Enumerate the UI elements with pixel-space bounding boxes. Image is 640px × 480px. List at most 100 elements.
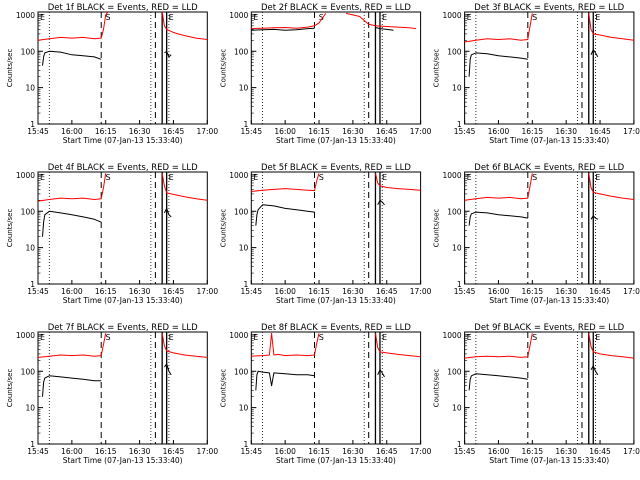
flag-label: E <box>169 173 174 182</box>
flag-label: E <box>253 333 258 342</box>
panel-8f: Det 8f BLACK = Events, RED = LLD 1 10 100 10… <box>219 323 431 465</box>
x-axis-label: Start Time (07-Jan-13 15:33:40) <box>63 136 183 145</box>
y-tick-label: 10 <box>239 244 249 253</box>
y-tick-label: 10 <box>25 84 35 93</box>
y-tick-label: 1 <box>30 280 35 289</box>
x-tick-label: 17:00 <box>623 287 640 296</box>
panel-1f: Det 1f BLACK = Events, RED = LLD 1 10 100 10… <box>6 3 218 145</box>
flag-label: E <box>467 333 472 342</box>
flag-label: S <box>319 13 324 22</box>
y-tick-label: 1000 <box>443 331 462 340</box>
x-tick-label: 17:00 <box>623 127 640 136</box>
x-tick-label: 17:00 <box>410 287 432 296</box>
lld-series-line <box>251 332 320 357</box>
x-tick-label: 17:00 <box>410 447 432 456</box>
x-axis-label: Start Time (07-Jan-13 15:33:40) <box>489 296 609 305</box>
events-series-line <box>377 199 385 206</box>
y-tick-label: 1 <box>30 120 35 129</box>
y-tick-label: 100 <box>447 367 462 376</box>
events-series-line <box>42 50 102 66</box>
x-tick-label: 16:30 <box>555 447 577 456</box>
y-tick-label: 10 <box>452 244 462 253</box>
y-tick-label: 1000 <box>16 331 35 340</box>
flag-label: E <box>382 173 387 182</box>
y-tick-label: 100 <box>447 47 462 56</box>
flag-label: E <box>595 173 600 182</box>
y-tick-label: 1000 <box>229 331 248 340</box>
x-tick-label: 15:45 <box>240 287 262 296</box>
plot-frame <box>464 331 635 445</box>
events-series-line <box>590 215 599 220</box>
events-series-line <box>468 373 528 391</box>
y-tick-label: 10 <box>25 404 35 413</box>
panel-5f: Det 5f BLACK = Events, RED = LLD 1 10 100 10… <box>219 163 431 305</box>
plot-frame <box>464 11 635 125</box>
x-tick-label: 16:00 <box>61 287 83 296</box>
panel-title: Det 4f BLACK = Events, RED = LLD <box>48 163 198 173</box>
x-tick-label: 15:45 <box>27 127 49 136</box>
y-tick-label: 100 <box>234 367 249 376</box>
x-axis-label: Start Time (07-Jan-13 15:33:40) <box>63 296 183 305</box>
plot-frame <box>37 331 208 445</box>
lld-series-line <box>345 12 417 30</box>
flag-label: E <box>40 333 45 342</box>
y-axis-label: Counts/sec <box>219 209 227 248</box>
lld-series-line <box>161 11 208 40</box>
panel-title: Det 5f BLACK = Events, RED = LLD <box>261 163 411 173</box>
flag-label: E <box>595 333 600 342</box>
flag-label: S <box>532 333 537 342</box>
x-tick-label: 16:45 <box>163 287 185 296</box>
x-tick-label: 16:30 <box>129 127 151 136</box>
x-tick-label: 16:00 <box>61 447 83 456</box>
x-tick-label: 17:00 <box>623 447 640 456</box>
x-tick-label: 16:45 <box>376 287 398 296</box>
y-tick-label: 10 <box>239 404 249 413</box>
events-series-line <box>42 375 102 397</box>
flag-label: S <box>105 333 110 342</box>
x-tick-label: 15:45 <box>454 287 476 296</box>
panel-7f: Det 7f BLACK = Events, RED = LLD 1 10 100 10… <box>6 323 218 465</box>
panel-3f: Det 3f BLACK = Events, RED = LLD 1 10 100 10… <box>433 3 640 145</box>
x-tick-label: 16:45 <box>589 127 611 136</box>
x-tick-label: 16:30 <box>129 447 151 456</box>
x-tick-label: 16:30 <box>342 447 364 456</box>
flag-label: E <box>169 333 174 342</box>
events-series-line <box>163 363 172 376</box>
x-tick-label: 15:45 <box>240 127 262 136</box>
flag-label: E <box>253 13 258 22</box>
x-tick-label: 15:45 <box>454 447 476 456</box>
x-tick-label: 16:00 <box>274 447 296 456</box>
events-series-line <box>590 365 599 376</box>
panel-title: Det 2f BLACK = Events, RED = LLD <box>261 3 411 13</box>
x-tick-label: 16:30 <box>555 287 577 296</box>
lld-series-line <box>37 11 109 41</box>
x-tick-label: 16:30 <box>555 127 577 136</box>
x-tick-label: 17:00 <box>196 287 218 296</box>
lld-series-line <box>464 173 533 201</box>
x-tick-label: 16:00 <box>274 287 296 296</box>
events-series-line <box>163 207 172 218</box>
y-tick-label: 10 <box>452 404 462 413</box>
x-tick-label: 15:45 <box>240 447 262 456</box>
panel-title: Det 1f BLACK = Events, RED = LLD <box>48 3 198 13</box>
flag-label: S <box>319 173 324 182</box>
events-series-line <box>251 27 315 31</box>
x-tick-label: 16:00 <box>488 287 510 296</box>
flag-label: E <box>595 13 600 22</box>
plot-frame <box>250 171 422 285</box>
x-tick-label: 16:45 <box>376 127 398 136</box>
x-tick-label: 16:45 <box>589 287 611 296</box>
x-tick-label: 16:00 <box>61 127 83 136</box>
y-tick-label: 1 <box>457 280 462 289</box>
flag-label: E <box>382 13 387 22</box>
events-series-line <box>255 370 315 391</box>
x-tick-label: 16:45 <box>163 127 185 136</box>
y-axis-label: Counts/sec <box>433 209 441 248</box>
x-axis-label: Start Time (07-Jan-13 15:33:40) <box>63 456 183 465</box>
y-tick-label: 1 <box>457 440 462 449</box>
lld-series-line <box>464 13 533 43</box>
y-axis-label: Counts/sec <box>6 49 14 88</box>
plot-frame <box>37 11 208 125</box>
lld-series-line <box>588 13 634 41</box>
lld-series-line <box>161 333 208 358</box>
